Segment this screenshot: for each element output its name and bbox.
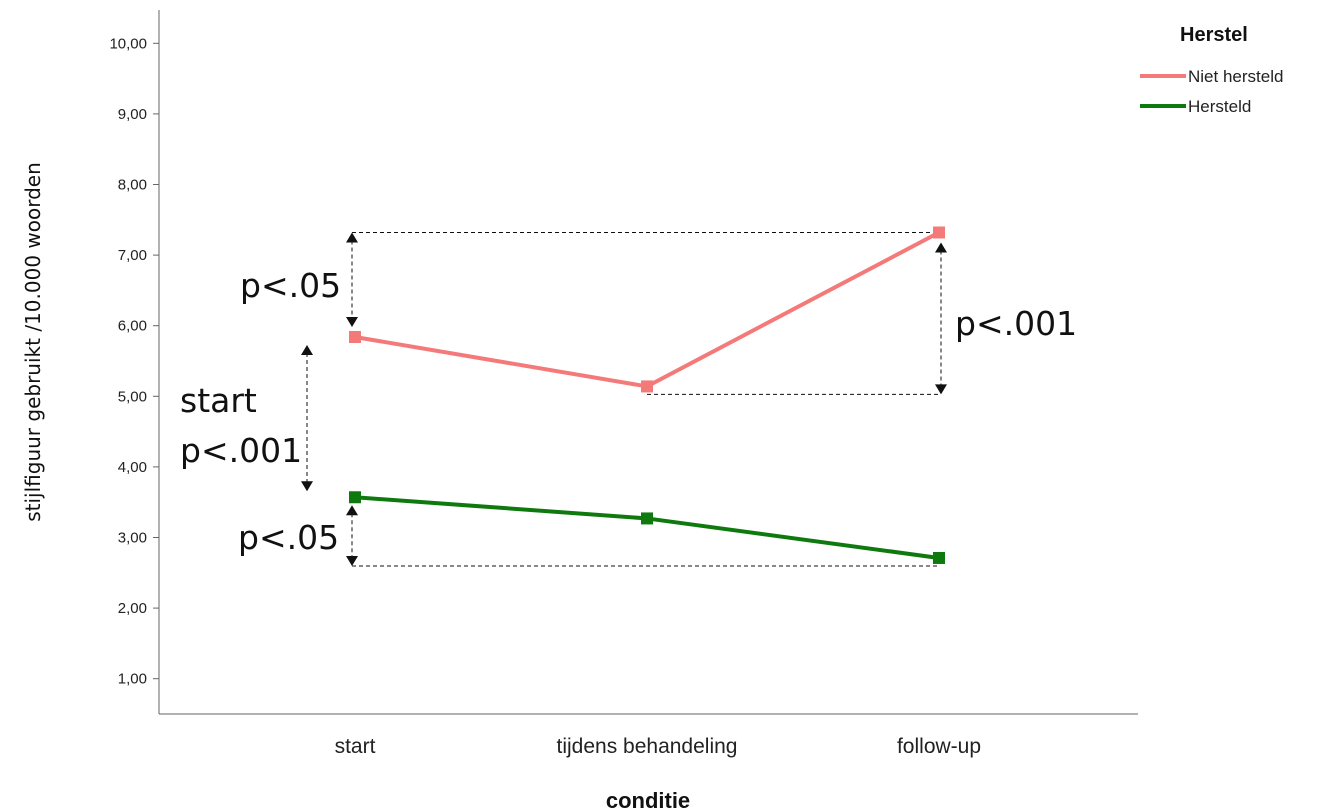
y-tick-label: 7,00 xyxy=(118,247,147,264)
y-tick-label: 1,00 xyxy=(118,671,147,688)
series-line-niet-hersteld xyxy=(354,230,940,389)
arrow-head xyxy=(301,481,313,492)
annotation-start-between-groups: p<.001 xyxy=(180,431,302,470)
annotation-hersteld-start-vs-followup: p<.05 xyxy=(238,518,339,557)
x-tick-label: follow-up xyxy=(897,735,981,758)
data-point xyxy=(641,512,653,525)
arrow-head xyxy=(346,232,358,243)
arrow-head xyxy=(346,555,358,566)
y-tick-label: 4,00 xyxy=(118,459,147,476)
x-axis-title: conditie xyxy=(606,788,690,811)
y-tick-label: 9,00 xyxy=(118,106,147,123)
arrow-head xyxy=(935,384,947,395)
y-tick-label: 10,00 xyxy=(109,35,147,52)
data-point xyxy=(933,551,945,564)
series-layer xyxy=(349,226,945,564)
legend: Herstel Niet hersteld Hersteld xyxy=(1140,24,1283,116)
legend-label-niet-hersteld: Niet hersteld xyxy=(1188,67,1283,86)
annotation-niet-start-vs-followup: p<.05 xyxy=(240,266,341,305)
data-point xyxy=(349,330,361,343)
x-tick-label: start xyxy=(335,735,376,758)
y-tick-label: 3,00 xyxy=(118,530,147,547)
legend-title: Herstel xyxy=(1180,24,1248,46)
arrow-head xyxy=(346,505,358,516)
arrow-head xyxy=(346,316,358,327)
x-category-group: start tijdens behandeling follow-up xyxy=(335,735,981,758)
x-tick-label: tijdens behandeling xyxy=(557,735,738,758)
y-tick-label: 8,00 xyxy=(118,177,147,194)
arrow-head xyxy=(301,344,313,355)
arrow-head xyxy=(935,242,947,253)
data-point xyxy=(349,491,361,504)
y-tick-label: 2,00 xyxy=(118,600,147,617)
annotation-niet-tijdens-vs-followup: p<.001 xyxy=(955,304,1077,343)
y-axis-title: stijlfiguur gebruikt /10.000 woorden xyxy=(21,162,45,522)
legend-label-hersteld: Hersteld xyxy=(1188,97,1251,116)
y-tick-label: 6,00 xyxy=(118,318,147,335)
annotation-start-word: start xyxy=(180,381,257,420)
annotation-guides xyxy=(301,232,947,567)
y-tick-label: 5,00 xyxy=(118,388,147,405)
y-tick-group: 1,00 2,00 3,00 4,00 5,00 6,00 7,00 8,00 9,00 10,0… xyxy=(109,35,159,688)
series-line-hersteld xyxy=(354,495,940,560)
data-point xyxy=(933,226,945,239)
data-point xyxy=(641,380,653,393)
